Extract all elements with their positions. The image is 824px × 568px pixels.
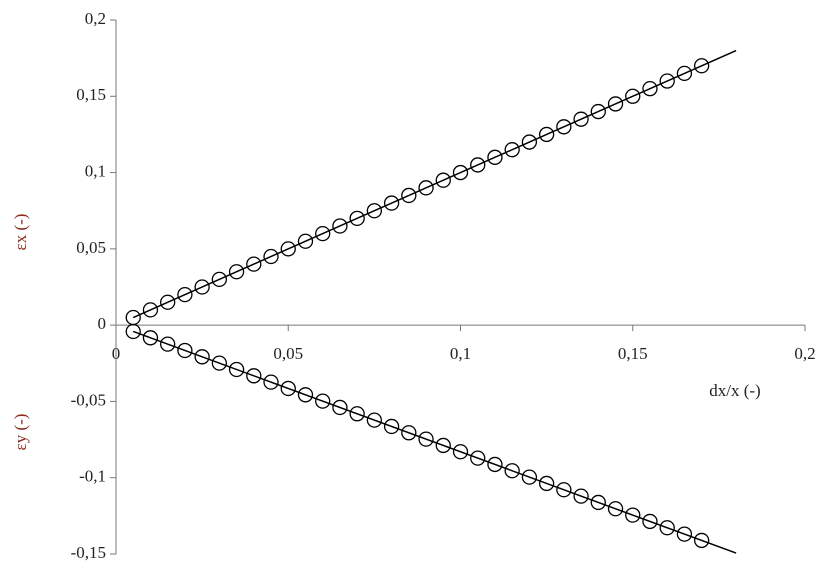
y-tick-label: 0,2 [85,9,106,28]
marker [452,444,469,460]
marker [607,501,624,517]
marker [642,513,658,530]
marker [435,437,451,454]
marker [401,187,417,204]
x-axis-label: dx/x (-) [709,381,760,400]
marker [659,73,675,89]
marker [315,225,331,242]
marker [676,526,693,542]
marker [435,172,451,188]
marker [125,323,141,340]
marker [659,520,675,536]
y-axis-label: εx (-) [11,214,30,251]
marker [538,126,555,143]
marker [694,532,710,549]
y-tick-label: 0,05 [76,238,106,257]
marker [418,180,434,196]
marker [315,393,331,409]
x-tick-label: 0,15 [618,344,648,363]
marker [538,475,555,492]
x-tick-label: 0,1 [450,344,471,363]
marker [228,264,245,280]
x-tick-label: 0 [112,344,121,363]
marker [556,119,572,135]
marker [177,286,193,303]
marker [676,65,693,82]
marker [504,463,520,479]
marker [573,488,589,504]
marker [211,271,228,288]
marker [160,294,176,310]
marker [142,330,159,346]
marker [383,195,400,211]
marker [401,425,417,441]
y-tick-label: -0,15 [71,543,106,562]
marker [177,342,193,359]
marker [194,279,210,295]
marker [332,218,348,234]
marker [607,96,624,112]
marker [211,355,228,371]
marker [504,142,520,158]
marker [228,361,245,378]
y-tick-label: 0 [98,314,107,333]
marker [487,456,503,473]
marker [452,164,469,181]
marker [573,111,589,127]
marker [332,399,348,416]
y-tick-label: -0,05 [71,390,106,409]
marker [263,248,279,265]
marker [246,256,262,272]
marker [470,450,486,466]
fit-line [132,49,737,319]
x-tick-label: 0,2 [794,344,815,363]
marker [280,380,296,397]
marker [521,469,538,485]
marker [366,412,383,428]
x-tick-label: 0,05 [273,344,303,363]
marker [246,368,262,384]
marker [590,103,606,120]
marker [349,210,365,226]
marker [194,349,210,365]
marker [470,157,486,173]
y-tick-label: 0,1 [85,161,106,180]
marker [142,302,159,318]
marker [625,88,641,104]
marker [349,406,365,422]
marker [694,58,710,74]
fit-line [132,330,737,554]
marker [418,431,434,447]
marker [297,387,314,403]
y-tick-label: 0,15 [76,85,106,104]
marker [297,233,314,249]
marker [521,134,538,150]
marker [280,241,296,257]
marker [263,374,279,390]
marker [556,482,572,498]
marker [366,203,383,219]
marker [160,336,176,352]
marker [625,507,641,523]
y-axis-label: εy (-) [11,414,30,451]
marker [590,494,606,511]
marker [642,81,658,97]
marker [487,149,503,165]
y-tick-label: -0,1 [79,467,106,486]
marker [383,418,400,435]
